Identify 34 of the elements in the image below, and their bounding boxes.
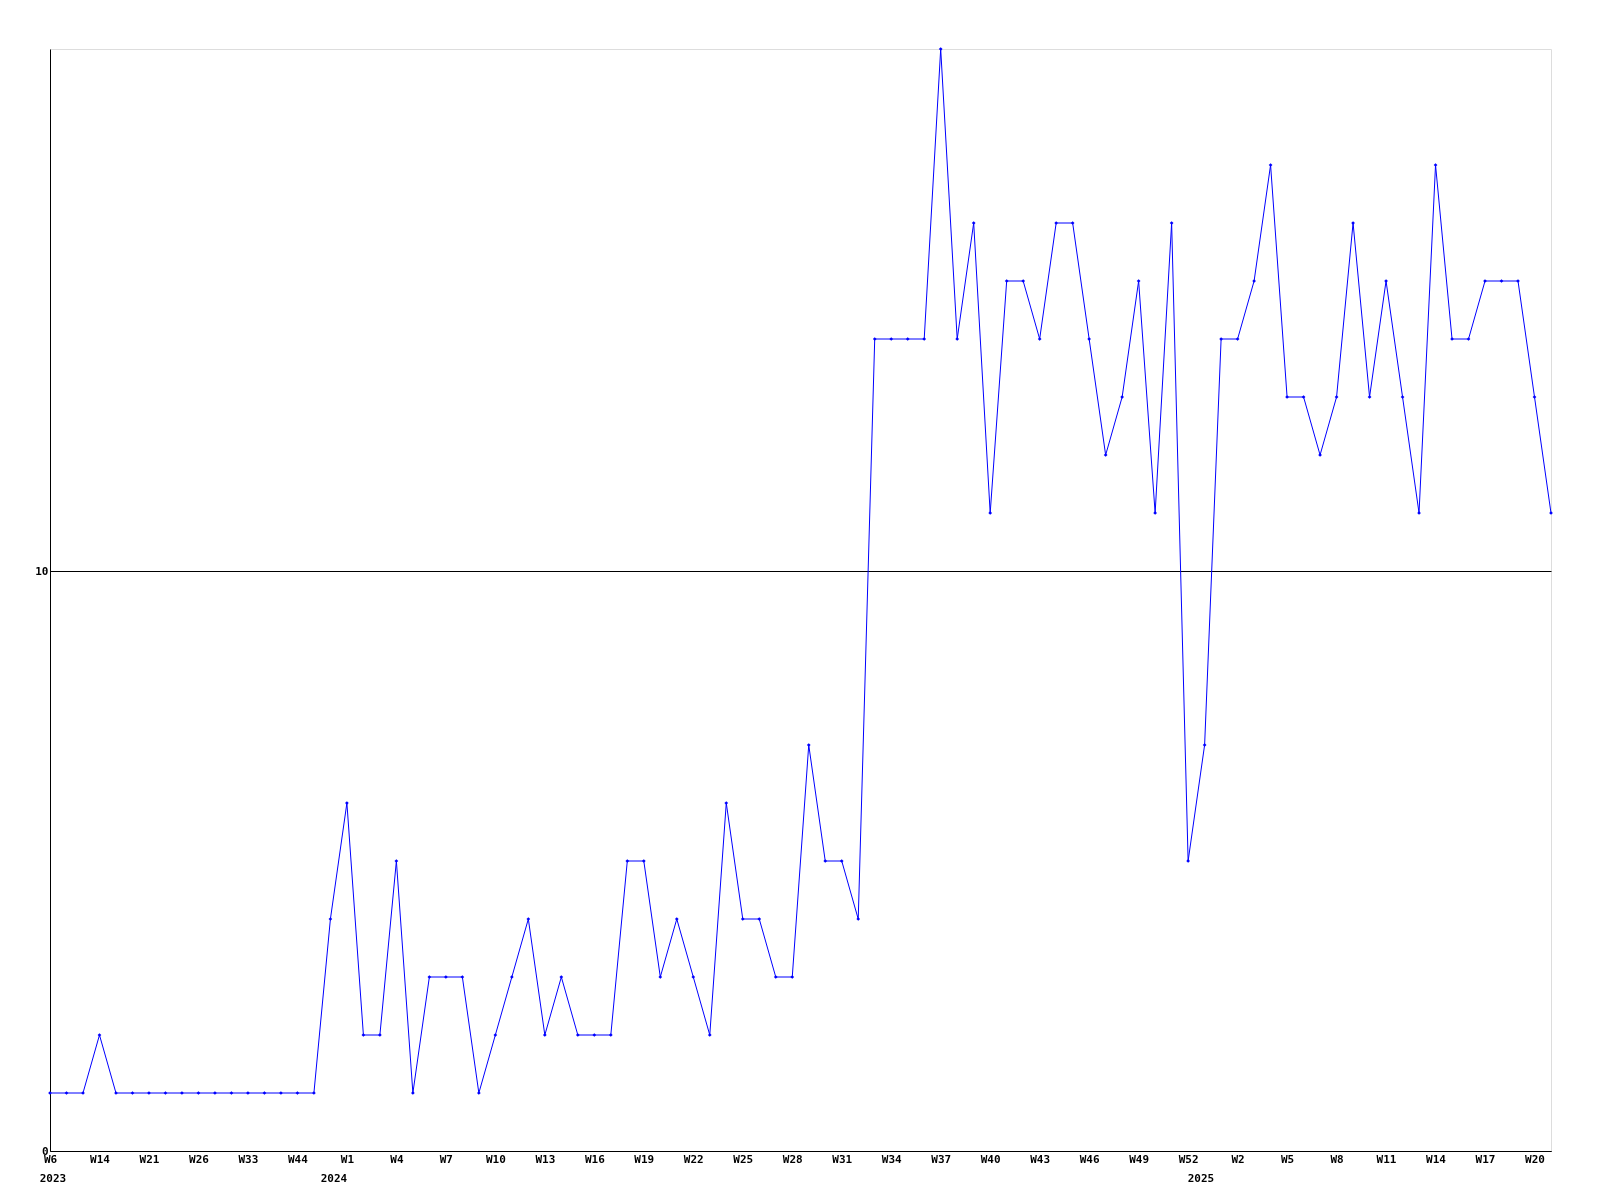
x-tick-label: W16 [584, 1152, 606, 1166]
y-tick-label: 10 [35, 564, 49, 578]
text: 2023 [39, 1172, 67, 1185]
x-tick-label: W7 [439, 1152, 453, 1166]
x-tick-label: W8 [1330, 1152, 1344, 1166]
x-tick-label: W14 [90, 1152, 111, 1166]
x-tick-label: W26 [189, 1152, 210, 1166]
x-tick-label: W28 [782, 1152, 803, 1166]
x-tick-label: W1 [340, 1152, 355, 1166]
x-tick-label: W44 [287, 1152, 309, 1166]
x-tick-label: W21 [139, 1152, 160, 1166]
x-tick-label: W46 [1079, 1152, 1100, 1166]
x-tick-label: W2 [1231, 1152, 1245, 1166]
x-tick-label: W25 [733, 1152, 754, 1166]
x-tick-label: W19 [634, 1152, 655, 1166]
x-tick-label: W40 [980, 1152, 1001, 1166]
x-tick-label: W52 [1178, 1152, 1199, 1166]
text: 2025 [1187, 1172, 1215, 1185]
x-tick-label: W34 [881, 1152, 903, 1166]
x-tick-label: W43 [1030, 1152, 1051, 1166]
x-tick-label: W10 [485, 1152, 506, 1166]
x-tick-label: W14 [1426, 1152, 1447, 1166]
x-tick-label: W4 [390, 1152, 404, 1166]
x-tick-label: W22 [683, 1152, 704, 1166]
x-tick-label: W20 [1525, 1152, 1545, 1166]
x-tick-label: W17 [1475, 1152, 1496, 1166]
x-tick-label: W13 [535, 1152, 556, 1166]
x-tick-label: W33 [238, 1152, 259, 1166]
text: 2024 [320, 1172, 348, 1185]
x-tick-label: W37 [931, 1152, 952, 1166]
x-tick-label: W31 [832, 1152, 853, 1166]
x-tick-label: W11 [1376, 1152, 1397, 1166]
x-tick-label: W5 [1280, 1152, 1295, 1166]
x-tick-label: W49 [1129, 1152, 1150, 1166]
